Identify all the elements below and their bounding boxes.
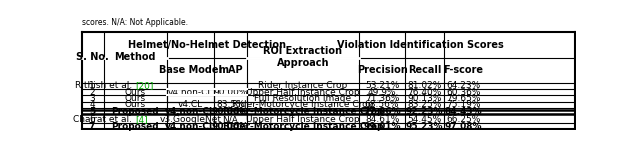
Text: Rithish et al.: Rithish et al. — [75, 81, 135, 90]
Text: v4․non-CL: v4․non-CL — [165, 122, 216, 131]
Text: 81.02%: 81.02% — [408, 81, 442, 90]
Text: 90.00%: 90.00% — [212, 107, 249, 116]
Text: Proposed: Proposed — [111, 122, 159, 131]
Text: 71.36%: 71.36% — [365, 94, 399, 103]
Text: Proposed: Proposed — [111, 107, 159, 116]
Text: S. No.: S. No. — [76, 52, 108, 62]
Text: Rider-Motorcycle Instance Crop: Rider-Motorcycle Instance Crop — [223, 107, 383, 116]
Text: 5: 5 — [89, 107, 95, 116]
Text: Rider Instance Crop: Rider Instance Crop — [258, 81, 348, 90]
Text: 68.56%: 68.56% — [365, 100, 399, 109]
Text: 92.23%: 92.23% — [406, 107, 444, 116]
Text: Chairat et al.: Chairat et al. — [74, 115, 135, 124]
Text: 77.86%: 77.86% — [364, 107, 401, 116]
Text: 1: 1 — [89, 81, 95, 90]
Text: v4․non-CL: v4․non-CL — [168, 88, 213, 97]
Text: [20]: [20] — [135, 81, 154, 90]
Text: 60.36%: 60.36% — [446, 88, 481, 97]
Text: 90.13%: 90.13% — [408, 94, 442, 103]
Text: 95.23%: 95.23% — [406, 122, 444, 131]
Text: Upper Half Instance Crop: Upper Half Instance Crop — [246, 115, 360, 124]
Text: 2: 2 — [89, 88, 95, 97]
Text: Helmet/No-Helmet Detection: Helmet/No-Helmet Detection — [128, 40, 285, 50]
Text: Ours: Ours — [125, 88, 146, 97]
Text: [4]: [4] — [135, 115, 148, 124]
Text: 49.9%: 49.9% — [368, 88, 396, 97]
Text: 64.23%: 64.23% — [446, 81, 481, 90]
Text: Recall: Recall — [408, 65, 442, 75]
Text: 53.21%: 53.21% — [365, 81, 399, 90]
Text: Method: Method — [115, 52, 156, 62]
Text: 90.00%: 90.00% — [212, 122, 249, 131]
Text: N/A: N/A — [222, 115, 238, 124]
Text: Rider-Motorcycle Instance Crop: Rider-Motorcycle Instance Crop — [223, 122, 383, 131]
Text: 84.61%: 84.61% — [365, 115, 399, 124]
Text: scores. N/A: Not Applicable.: scores. N/A: Not Applicable. — [83, 18, 189, 27]
Text: ROI Extraction
Approach: ROI Extraction Approach — [263, 46, 342, 68]
Text: Ours: Ours — [125, 94, 146, 103]
Text: 4: 4 — [89, 100, 95, 109]
Text: mAP: mAP — [218, 65, 243, 75]
Text: v3․GoogleNet: v3․GoogleNet — [159, 115, 221, 124]
Text: Ours: Ours — [125, 100, 146, 109]
Text: Rider-Motorcycle Instance Crop: Rider-Motorcycle Instance Crop — [232, 100, 373, 109]
Text: 79.65%: 79.65% — [446, 94, 481, 103]
Text: 83.25%: 83.25% — [408, 100, 442, 109]
Text: 84.43%: 84.43% — [445, 107, 482, 116]
Text: 75.19%: 75.19% — [446, 100, 481, 109]
Text: Precision: Precision — [356, 65, 408, 75]
Text: 66.25%: 66.25% — [446, 115, 481, 124]
Text: v4․non-CL: v4․non-CL — [165, 107, 216, 116]
Text: Base Model: Base Model — [159, 65, 222, 75]
Text: 7: 7 — [89, 122, 95, 131]
Text: 99.01%: 99.01% — [364, 122, 401, 131]
Text: 6: 6 — [89, 115, 95, 124]
Text: Upper Half Instance Crop: Upper Half Instance Crop — [246, 88, 360, 97]
Text: Violation Identification Scores: Violation Identification Scores — [337, 40, 504, 50]
Text: Full Resolution Image: Full Resolution Image — [254, 94, 351, 103]
Text: 3: 3 — [89, 94, 95, 103]
Text: 83.5%: 83.5% — [216, 100, 244, 109]
Text: 90.00%: 90.00% — [213, 88, 248, 97]
Text: F-score: F-score — [444, 65, 483, 75]
Text: 54.45%: 54.45% — [408, 115, 442, 124]
Text: v4․CL: v4․CL — [178, 100, 203, 109]
Text: 76.40%: 76.40% — [408, 88, 442, 97]
Text: 97.08%: 97.08% — [445, 122, 482, 131]
